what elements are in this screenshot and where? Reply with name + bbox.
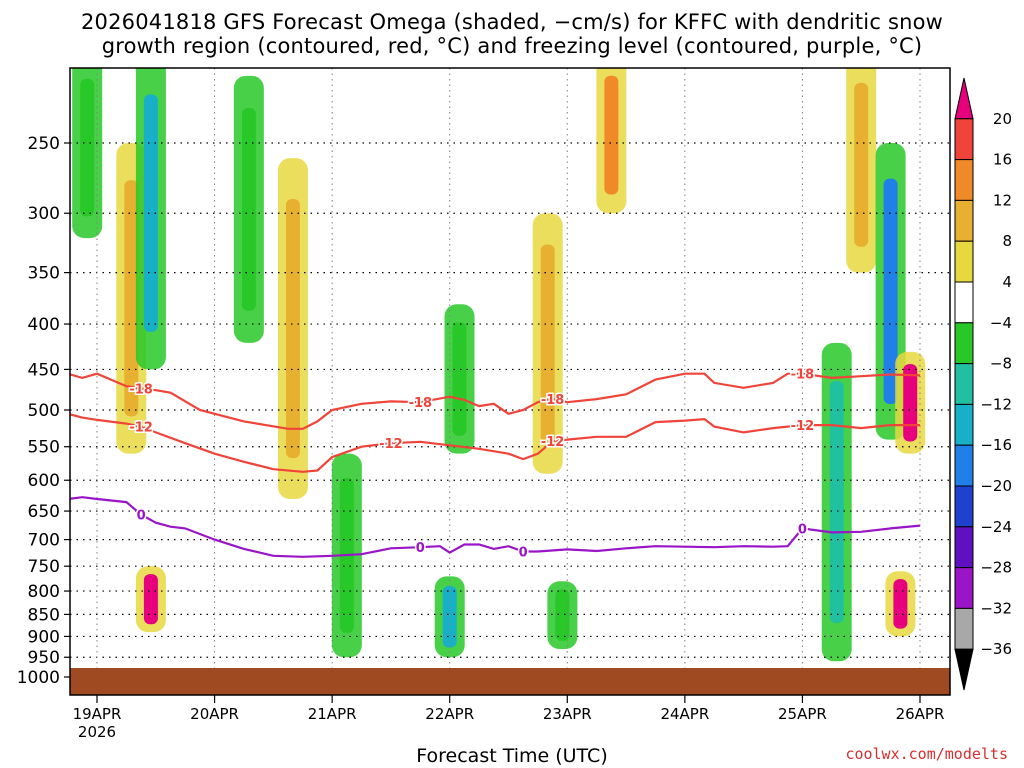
contour-freezing-0C — [70, 496, 921, 558]
omega-region-descent-1919 — [80, 78, 95, 217]
contour-label-dendritic--18C-3: -18 — [791, 368, 815, 383]
contour-label-freezing-0C-3: 0 — [798, 522, 807, 537]
colorbar-segment-1 — [954, 118, 974, 161]
contour-label-dendritic--18C-0: -18 — [129, 383, 153, 398]
ytick-label-600: 600 — [28, 471, 60, 491]
xtick-label-23APR: 23APR — [543, 705, 592, 723]
colorbar-label-8: 8 — [1002, 232, 1012, 250]
ytick-label-400: 400 — [28, 315, 60, 335]
plot-frame — [69, 67, 951, 696]
colorbar-label--4: −4 — [990, 314, 1012, 332]
omega-region-descent-20 — [241, 107, 256, 311]
colorbar-label--36: −36 — [980, 640, 1012, 658]
colorbar-label-4: 4 — [1002, 273, 1012, 291]
omega-region-ascent-20-21 — [285, 199, 300, 459]
colorbar-segment-0 — [954, 77, 974, 120]
contour-label-freezing-0C-0: 0 — [137, 509, 146, 524]
colorbar-label--8: −8 — [990, 355, 1012, 373]
colorbar-label-16: 16 — [993, 151, 1012, 169]
contour-label-freezing-0C-2: 0 — [519, 546, 528, 561]
omega-region-descent-22-low — [442, 586, 457, 648]
omega-region-descent-upper-1920 — [143, 94, 158, 332]
colorbar-segment-9 — [954, 444, 974, 487]
colorbar-segment-14 — [954, 648, 974, 691]
ytick-label-550: 550 — [28, 438, 60, 458]
contour-label-dendritic--12C-0: -12 — [129, 421, 153, 436]
omega-region-ascent-upper-1920 — [124, 180, 139, 417]
ytick-label-700: 700 — [28, 531, 60, 551]
colorbar-label--12: −12 — [980, 395, 1012, 413]
ground-surface — [70, 668, 950, 695]
omega-region-ascent-23b — [604, 75, 619, 195]
colorbar-segment-8 — [954, 403, 974, 446]
colorbar-segment-5 — [954, 281, 974, 324]
contour-label-dendritic--12C-2: -12 — [541, 435, 565, 450]
ytick-label-900: 900 — [28, 627, 60, 647]
xtick-label-25APR: 25APR — [778, 705, 827, 723]
source-credit: coolwx.com/modelts — [845, 745, 1008, 763]
contour-label-freezing-0C-1: 0 — [416, 541, 425, 556]
xtick-label-21APR: 21APR — [308, 705, 357, 723]
colorbar-segment-13 — [954, 607, 974, 650]
colorbar-segment-10 — [954, 485, 974, 528]
contour-label-dendritic--12C-3: -12 — [791, 419, 815, 434]
omega-region-strong-ascent-26 — [903, 364, 918, 442]
ytick-label-800: 800 — [28, 582, 60, 602]
xtick-label-22APR: 22APR — [425, 705, 474, 723]
omega-region-descent-23-low — [555, 589, 570, 641]
contour-label-dendritic--18C-2: -18 — [541, 393, 565, 408]
xtick-label-20APR: 20APR — [190, 705, 239, 723]
colorbar-label--24: −24 — [980, 518, 1012, 536]
contour-dendritic--12C — [70, 413, 920, 473]
omega-region-descent-25 — [829, 381, 844, 624]
ytick-label-950: 950 — [28, 648, 60, 668]
colorbar-label--16: −16 — [980, 436, 1012, 454]
omega-region-ascent-25 — [854, 82, 869, 247]
omega-region-strong-ascent-1920 — [143, 574, 158, 625]
colorbar-label--20: −20 — [980, 477, 1012, 495]
chart-title-line2: growth region (contoured, red, °C) and f… — [101, 34, 923, 58]
colorbar-segment-6 — [954, 322, 974, 365]
colorbar-label--28: −28 — [980, 559, 1012, 577]
colorbar-segment-11 — [954, 526, 974, 569]
omega-region-strong-descent-26 — [883, 178, 898, 405]
ytick-label-750: 750 — [28, 557, 60, 577]
colorbar-segment-7 — [954, 363, 974, 405]
contour-dendritic--18C — [70, 372, 921, 430]
ytick-label-1000: 1000 — [17, 668, 60, 688]
xtick-label-24APR: 24APR — [660, 705, 709, 723]
omega-region-descent-22-mid — [452, 322, 467, 436]
ytick-label-350: 350 — [28, 264, 60, 284]
chart-title-line1: 2026041818 GFS Forecast Omega (shaded, −… — [80, 10, 944, 34]
ytick-label-500: 500 — [28, 401, 60, 421]
contour-label-dendritic--18C-1: -18 — [409, 396, 433, 411]
omega-region-ascent-23 — [540, 244, 555, 443]
colorbar-segment-4 — [954, 240, 974, 283]
omega-region-strong-ascent-26-low — [893, 579, 908, 629]
contour-label-dendritic--12C-1: -12 — [379, 437, 403, 452]
ytick-label-850: 850 — [28, 605, 60, 625]
colorbar-label-20: 20 — [993, 110, 1012, 128]
x-axis-title: Forecast Time (UTC) — [416, 745, 608, 767]
xtick-label-19APR: 19APR — [73, 705, 122, 723]
ytick-label-300: 300 — [28, 204, 60, 224]
colorbar-segment-2 — [954, 159, 974, 201]
xtick-label-26APR: 26APR — [896, 705, 945, 723]
ytick-label-250: 250 — [28, 134, 60, 154]
ytick-label-450: 450 — [28, 360, 60, 380]
colorbar-label--32: −32 — [980, 599, 1012, 617]
ytick-label-650: 650 — [28, 502, 60, 522]
colorbar-segment-12 — [954, 567, 974, 609]
xtick-sublabel-year: 2026 — [78, 723, 116, 741]
colorbar-segment-3 — [954, 199, 974, 242]
colorbar-label-12: 12 — [993, 191, 1012, 209]
